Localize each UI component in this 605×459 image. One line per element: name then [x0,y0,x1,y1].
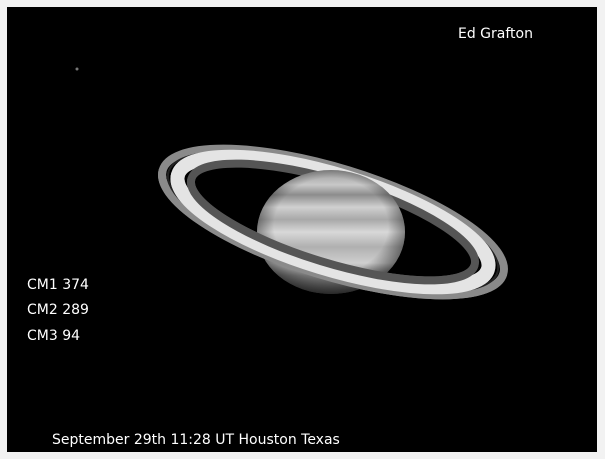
credit: Ed Grafton [458,26,533,42]
cm-label: CM1 374 [27,277,89,293]
cm-label: CM2 289 [27,302,89,318]
cm-label: CM3 94 [27,328,80,344]
saturn-image: Ed Grafton CM1 374 CM2 289 CM3 94 Septem… [0,0,605,459]
caption: September 29th 11:28 UT Houston Texas [52,432,340,448]
page: Ed Grafton CM1 374 CM2 289 CM3 94 Septem… [0,0,605,459]
star [76,68,79,71]
